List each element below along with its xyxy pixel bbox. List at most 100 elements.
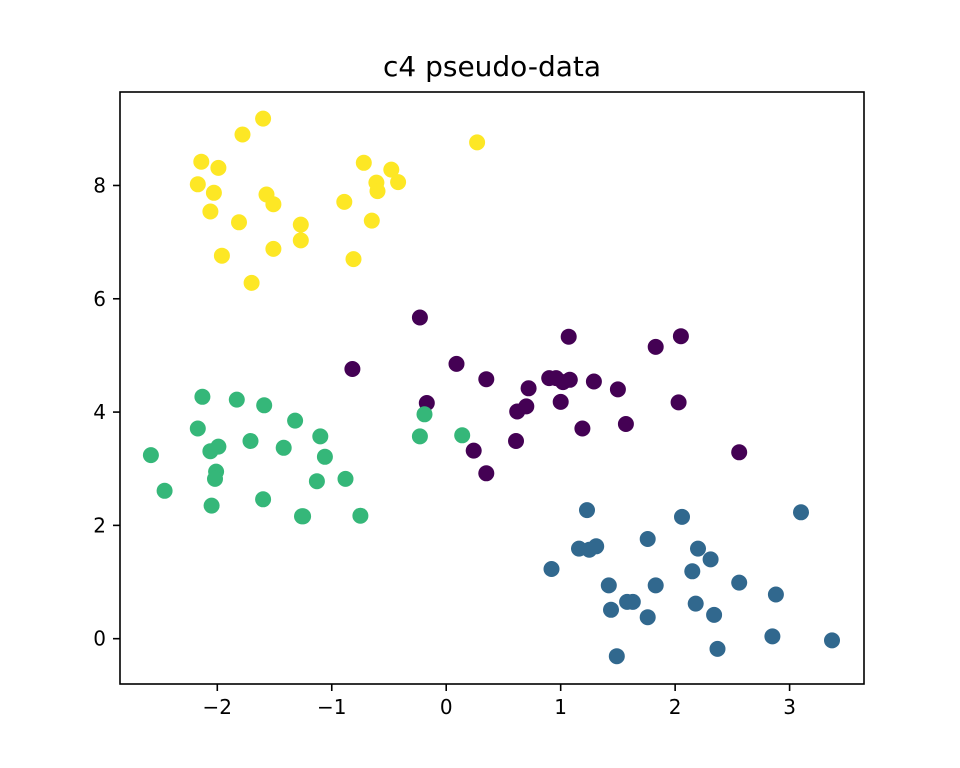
- data-point: [702, 551, 719, 568]
- data-point: [465, 442, 482, 459]
- data-point: [142, 447, 159, 464]
- data-point: [228, 391, 245, 408]
- data-point: [520, 380, 537, 397]
- data-point: [608, 648, 625, 665]
- data-point: [369, 183, 386, 200]
- data-point: [478, 371, 495, 388]
- data-point: [316, 448, 333, 465]
- data-point: [793, 504, 809, 521]
- data-point: [202, 443, 219, 460]
- data-point: [363, 212, 380, 229]
- data-point: [295, 508, 312, 525]
- data-point: [292, 216, 309, 233]
- data-point: [639, 531, 656, 547]
- data-point: [552, 393, 569, 410]
- points-layer: [142, 110, 840, 665]
- data-point: [213, 247, 230, 264]
- data-point: [275, 439, 292, 456]
- data-point: [234, 126, 251, 143]
- data-point: [292, 232, 309, 249]
- data-point: [210, 159, 227, 176]
- data-point: [824, 632, 840, 649]
- data-point: [647, 577, 664, 594]
- data-point: [194, 388, 211, 405]
- data-point: [287, 412, 304, 429]
- data-point: [265, 196, 282, 213]
- data-point: [767, 586, 784, 603]
- data-point: [156, 482, 173, 499]
- data-point: [603, 601, 619, 618]
- data-point: [585, 373, 602, 390]
- data-point: [674, 508, 690, 525]
- data-point: [337, 470, 354, 487]
- x-tick-label: 1: [554, 695, 567, 719]
- y-tick-label: 4: [93, 400, 106, 424]
- data-point: [609, 381, 626, 398]
- chart-title: c4 pseudo-data: [383, 50, 601, 83]
- plot-frame: [119, 91, 865, 685]
- data-point: [687, 595, 704, 612]
- data-point: [684, 563, 701, 580]
- data-point: [639, 609, 656, 626]
- data-point: [560, 328, 577, 345]
- data-point: [690, 540, 706, 557]
- data-point: [336, 193, 353, 210]
- data-point: [189, 176, 206, 193]
- y-tick-label: 6: [93, 287, 106, 311]
- data-point: [189, 420, 206, 437]
- data-point: [411, 309, 428, 326]
- data-point: [242, 433, 259, 449]
- ticks-layer: −2 −1 0 1 2 3 0 2 4 6 8: [93, 173, 796, 719]
- data-point: [579, 502, 595, 519]
- data-point: [454, 427, 471, 444]
- data-point: [255, 110, 272, 127]
- data-point: [600, 577, 617, 594]
- data-point: [617, 416, 634, 432]
- data-point: [509, 403, 526, 420]
- data-point: [390, 174, 407, 191]
- data-point: [574, 420, 591, 437]
- data-point: [243, 274, 260, 291]
- data-point: [231, 214, 247, 231]
- data-point: [383, 161, 400, 178]
- data-point: [709, 640, 726, 657]
- data-point: [202, 203, 219, 220]
- data-point: [561, 371, 578, 388]
- y-tick-label: 2: [93, 513, 106, 537]
- data-point: [207, 470, 223, 487]
- data-point: [205, 184, 222, 201]
- data-point: [352, 507, 369, 524]
- data-point: [308, 473, 325, 490]
- data-point: [256, 397, 273, 414]
- x-tick-label: 3: [783, 695, 796, 719]
- x-tick-label: 0: [440, 695, 453, 719]
- data-point: [255, 491, 272, 508]
- data-point: [647, 338, 664, 355]
- x-tick-label: −2: [203, 695, 232, 719]
- data-point: [706, 606, 723, 623]
- data-point: [478, 465, 495, 482]
- data-point: [764, 628, 781, 645]
- data-point: [508, 433, 524, 449]
- data-point: [588, 538, 605, 555]
- data-point: [670, 394, 687, 411]
- x-tick-label: −1: [317, 695, 346, 719]
- x-tick-label: 2: [669, 695, 682, 719]
- data-point: [672, 328, 689, 345]
- data-point: [416, 406, 433, 423]
- data-point: [355, 154, 372, 171]
- data-point: [448, 355, 465, 372]
- data-point: [731, 444, 748, 461]
- data-point: [345, 251, 362, 268]
- y-tick-label: 0: [93, 627, 106, 651]
- data-point: [543, 561, 560, 577]
- data-point: [344, 361, 361, 377]
- data-point: [469, 134, 486, 151]
- data-point: [624, 593, 641, 610]
- y-tick-label: 8: [93, 173, 106, 197]
- data-point: [312, 428, 329, 445]
- data-point: [203, 497, 220, 514]
- data-point: [411, 428, 428, 445]
